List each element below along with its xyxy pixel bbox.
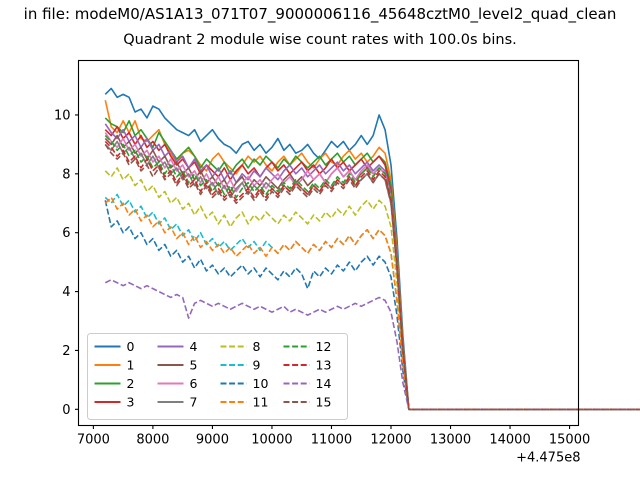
legend-label-5: 5 (190, 358, 198, 373)
y-ticklabel: 10 (54, 108, 71, 123)
legend-label-13: 13 (316, 358, 332, 373)
legend-box (87, 333, 348, 420)
y-ticklabel: 2 (62, 344, 70, 359)
figure-suptitle: in file: modeM0/AS1A13_071T07_9000006116… (23, 5, 617, 23)
legend-label-14: 14 (316, 376, 332, 391)
legend-label-10: 10 (253, 376, 269, 391)
x-ticklabel: 9000 (196, 433, 229, 448)
x-ticklabel: 13000 (430, 433, 471, 448)
y-ticklabel: 8 (62, 167, 70, 182)
x-ticklabel: 14000 (489, 433, 530, 448)
data-lines-group (104, 87, 640, 411)
series-line-15 (104, 143, 640, 411)
axes-title: Quadrant 2 module wise count rates with … (123, 32, 517, 48)
legend-label-0: 0 (127, 339, 135, 354)
legend-label-2: 2 (127, 376, 135, 391)
legend-label-15: 15 (316, 395, 332, 410)
legend-label-12: 12 (316, 339, 332, 354)
series-line-10 (104, 200, 640, 411)
x-ticklabel: 12000 (370, 433, 411, 448)
x-ticklabel: 8000 (136, 433, 169, 448)
legend-label-4: 4 (190, 339, 198, 354)
x-ticklabel: 11000 (311, 433, 352, 448)
legend-label-9: 9 (253, 358, 261, 373)
x-axis-offset-text: +4.475e8 (516, 451, 580, 466)
legend-label-7: 7 (190, 395, 198, 410)
axis-ticks-group: 7000 8000 9000 10000 11000 12000 13000 14000 150… (54, 108, 590, 465)
x-ticklabel: 10000 (251, 433, 292, 448)
x-ticklabel: 15000 (549, 433, 590, 448)
legend-label-11: 11 (253, 395, 269, 410)
y-ticklabel: 6 (62, 226, 70, 241)
legend-label-6: 6 (190, 376, 198, 391)
y-ticklabel: 4 (62, 285, 70, 300)
legend-label-8: 8 (253, 339, 261, 354)
axes-frame (77, 59, 580, 427)
y-ticklabel: 0 (62, 403, 70, 418)
x-ticklabel: 7000 (77, 433, 110, 448)
legend-label-3: 3 (127, 395, 135, 410)
legend-label-1: 1 (127, 358, 135, 373)
